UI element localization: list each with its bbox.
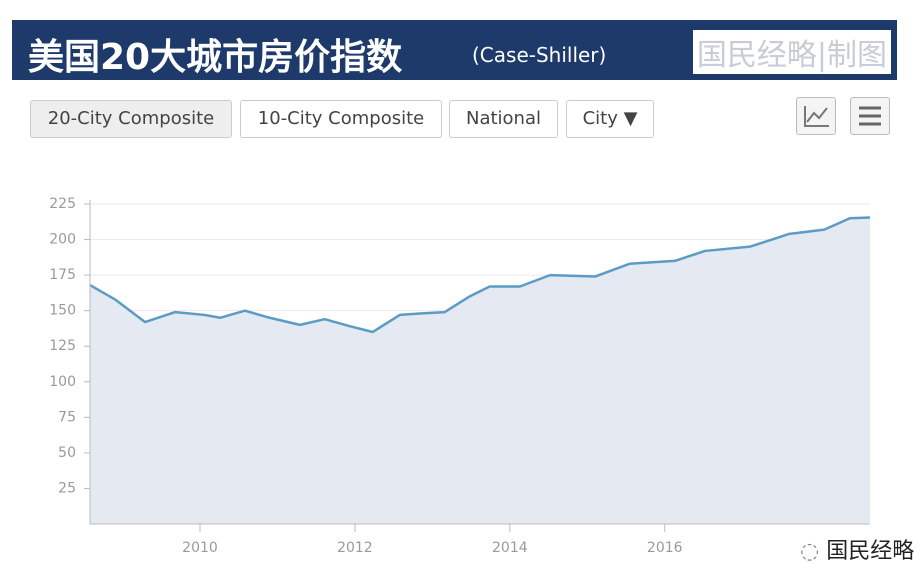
x-tick-label: 2012 — [337, 540, 373, 556]
button[interactable]: City ▼ — [566, 100, 654, 138]
y-tick-label: 100 — [49, 374, 76, 390]
x-tick-label: 2010 — [182, 540, 218, 556]
chart-icon[interactable] — [796, 97, 836, 135]
menu-icon[interactable] — [850, 97, 890, 135]
y-tick-label: 25 — [58, 480, 76, 496]
line — [89, 216, 871, 334]
icon — [859, 106, 881, 126]
title: 美国20大城市房价指数 — [28, 37, 403, 78]
header: 美国20大城市房价指数 (Case-Shiller) 国民经略|制图 — [12, 20, 897, 80]
y-tick-label: 175 — [49, 267, 76, 283]
watermark: ◌ 国民经略 — [800, 539, 915, 564]
x-tick-label: 2014 — [492, 540, 528, 556]
button[interactable]: National — [449, 100, 558, 138]
watermark-text: 国民经略 — [826, 539, 915, 564]
y-tick-label: 150 — [49, 303, 76, 319]
credit: 国民经略|制图 — [692, 30, 891, 74]
y-tick-label: 75 — [58, 409, 76, 425]
y-tick-label: 50 — [58, 445, 76, 461]
area — [90, 217, 870, 524]
y-tick-label: 125 — [49, 338, 76, 354]
button[interactable]: 20-City Composite — [30, 100, 232, 138]
button[interactable]: 10-City Composite — [240, 100, 442, 138]
y-tick-label: 200 — [49, 232, 76, 248]
x-tick-label: 2016 — [647, 540, 683, 556]
icon — [804, 106, 829, 127]
y-tick-label: 225 — [49, 196, 76, 212]
subtitle: (Case-Shiller) — [472, 43, 607, 67]
